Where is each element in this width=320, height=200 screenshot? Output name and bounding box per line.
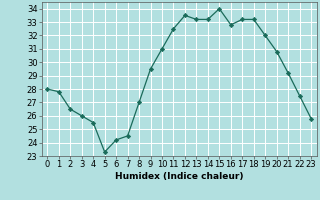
X-axis label: Humidex (Indice chaleur): Humidex (Indice chaleur) xyxy=(115,172,244,181)
